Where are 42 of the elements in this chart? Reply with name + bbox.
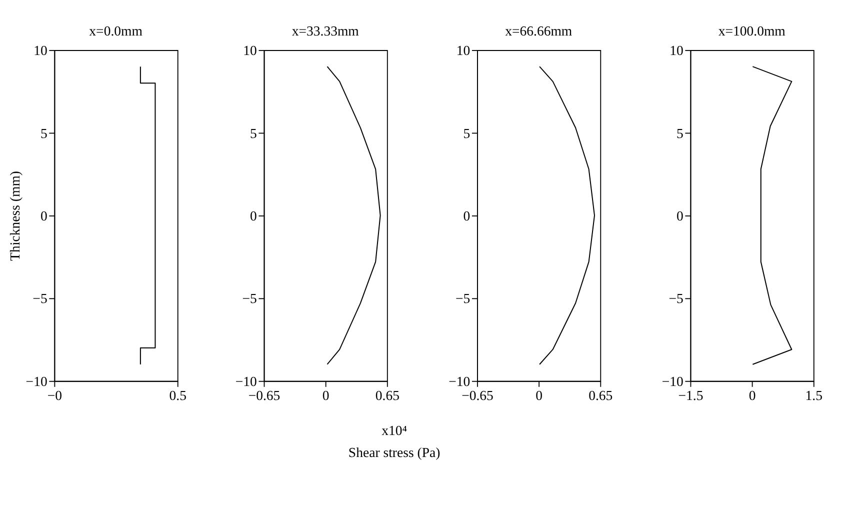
y-tick-label: −5	[455, 291, 470, 306]
chart-title: x=66.66mm	[505, 23, 572, 38]
text: x10⁴	[382, 423, 408, 438]
chart-title: x=0.0mm	[89, 23, 143, 38]
y-tick-label: −10	[448, 374, 470, 389]
y-tick-label: −10	[662, 374, 684, 389]
x-tick-label: 0.5	[169, 388, 187, 403]
y-tick-label: 0	[40, 208, 48, 224]
y-tick-label: 5	[463, 126, 470, 141]
y-tick-label: −10	[26, 374, 48, 389]
x-tick-label: 1.5	[805, 388, 823, 403]
y-tick-label: 10	[243, 43, 258, 58]
x-tick-label: 0	[536, 388, 543, 403]
y-tick-label: −5	[242, 291, 258, 306]
y-axis-title: Thickness (mm)	[7, 171, 22, 261]
x-tick-label: −1.5	[678, 388, 704, 403]
x-tick-label: −0	[47, 388, 62, 403]
line-series	[539, 66, 596, 365]
x-tick-label: 0.65	[375, 388, 400, 403]
x-tick-label: −0.65	[462, 388, 494, 403]
x-tick-label: −0.65	[248, 388, 280, 403]
y-tick-label: 0	[250, 208, 258, 224]
y-tick-label: 5	[40, 126, 48, 141]
line-series	[326, 66, 381, 365]
chart-title: x=33.33mm	[292, 23, 360, 38]
y-tick-label: 5	[676, 126, 684, 141]
line-series	[752, 66, 792, 365]
line-series	[140, 66, 156, 365]
y-tick-label: −5	[32, 291, 48, 306]
x-tick-label: 0	[748, 388, 756, 403]
y-tick-label: 0	[463, 208, 470, 224]
y-tick-label: 10	[456, 43, 470, 58]
y-tick-label: −10	[235, 374, 258, 389]
x-tick-label: 0.65	[588, 388, 613, 403]
y-tick-label: 0	[676, 208, 684, 224]
x-tick-label: 0	[322, 388, 330, 403]
y-tick-label: 10	[670, 43, 684, 58]
y-tick-label: −5	[668, 291, 684, 306]
y-tick-label: 5	[250, 126, 258, 141]
chart-title: x=100.0mm	[718, 23, 786, 38]
y-tick-label: 10	[34, 43, 48, 58]
x-axis-title: Shear stress (Pa)	[348, 445, 440, 460]
